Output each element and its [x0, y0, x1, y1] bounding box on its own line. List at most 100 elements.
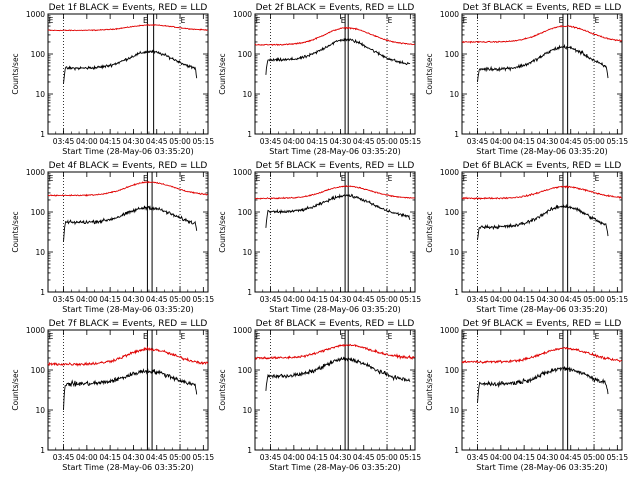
series-lld	[47, 23, 208, 32]
panel-title: Det 4f BLACK = Events, RED = LLD	[49, 161, 208, 171]
e-marker-label: E	[256, 16, 261, 25]
y-tick-label: 1	[247, 446, 252, 455]
y-axis-label: Counts/sec	[425, 211, 434, 252]
x-tick-label: 05:00	[583, 137, 605, 146]
x-tick-label: 04:45	[560, 137, 582, 146]
x-tick-label: 04:15	[99, 137, 121, 146]
e-marker-label: E	[388, 332, 393, 341]
x-tick-label: 04:30	[537, 137, 559, 146]
x-tick-label: 05:15	[400, 137, 422, 146]
x-tick-label: 04:15	[306, 453, 328, 462]
x-axis-label: Start Time (28-May-06 03:35:20)	[62, 305, 193, 314]
e-marker: E	[256, 16, 261, 25]
panel-det-1: Det 1f BLACK = Events, RED = LLD 1 10 100 10…	[11, 3, 214, 156]
y-tick-label: 1	[454, 446, 459, 455]
e-marker: E	[559, 332, 564, 341]
x-tick-label: 05:00	[376, 137, 398, 146]
e-marker: E	[256, 174, 261, 183]
series-lld	[461, 347, 622, 365]
y-tick-label: 100	[31, 208, 46, 217]
x-axis-label: Start Time (28-May-06 03:35:20)	[62, 147, 193, 156]
e-marker: E	[49, 332, 54, 341]
e-marker: E	[388, 332, 393, 341]
e-marker-label: E	[49, 16, 54, 25]
e-marker: E	[181, 16, 186, 25]
panel-title: Det 5f BLACK = Events, RED = LLD	[256, 161, 415, 171]
y-tick-label: 1000	[26, 10, 45, 19]
x-tick-label: 05:15	[607, 453, 629, 462]
panel-title: Det 2f BLACK = Events, RED = LLD	[256, 3, 415, 13]
e-marker-label: E	[256, 332, 261, 341]
e-marker: E	[49, 16, 54, 25]
x-tick-label: 04:45	[353, 453, 375, 462]
x-tick-label: 04:30	[330, 137, 352, 146]
e-marker-label: E	[181, 174, 186, 183]
y-tick-label: 10	[35, 406, 45, 415]
e-marker: E	[595, 16, 600, 25]
y-tick-label: 1	[40, 446, 45, 455]
x-tick-label: 03:45	[260, 453, 282, 462]
x-tick-label: 04:45	[560, 453, 582, 462]
y-tick-label: 1000	[26, 168, 45, 177]
panel-det-8: Det 8f BLACK = Events, RED = LLD 1 10 100 10…	[218, 319, 421, 472]
e-marker: E	[463, 16, 468, 25]
x-tick-label: 05:00	[583, 295, 605, 304]
series-events	[63, 49, 198, 84]
x-tick-label: 04:45	[560, 295, 582, 304]
e-marker-label: E	[388, 174, 393, 183]
plot-frame	[47, 171, 209, 293]
y-tick-label: 1	[40, 288, 45, 297]
e-marker: E	[256, 332, 261, 341]
x-tick-label: 04:15	[306, 295, 328, 304]
e-marker: E	[463, 332, 468, 341]
e-marker-label: E	[143, 16, 148, 25]
x-tick-label: 05:15	[607, 137, 629, 146]
y-axis-label: Counts/sec	[11, 53, 20, 94]
panel-det-3: Det 3f BLACK = Events, RED = LLD 1 10 100 10…	[425, 3, 628, 156]
panel-title: Det 7f BLACK = Events, RED = LLD	[49, 319, 208, 329]
y-tick-label: 1000	[233, 168, 252, 177]
e-marker-label: E	[559, 332, 564, 341]
y-tick-label: 100	[445, 208, 460, 217]
x-tick-label: 04:45	[353, 295, 375, 304]
x-tick-label: 05:00	[169, 295, 191, 304]
x-tick-label: 04:30	[330, 295, 352, 304]
e-marker: E	[388, 16, 393, 25]
e-marker-label: E	[49, 332, 54, 341]
x-tick-label: 04:15	[513, 295, 535, 304]
plot-frame	[461, 329, 623, 451]
series-lld	[254, 343, 415, 361]
panel-title: Det 6f BLACK = Events, RED = LLD	[463, 161, 622, 171]
x-tick-label: 04:45	[353, 137, 375, 146]
x-tick-label: 04:00	[76, 453, 98, 462]
panel-det-9: Det 9f BLACK = Events, RED = LLD 1 10 100 10…	[425, 319, 628, 472]
e-marker: E	[49, 174, 54, 183]
x-tick-label: 04:00	[283, 137, 305, 146]
x-tick-label: 05:00	[376, 295, 398, 304]
y-tick-label: 1000	[440, 326, 459, 335]
y-axis-label: Counts/sec	[11, 211, 20, 252]
x-tick-label: 04:45	[146, 137, 168, 146]
e-marker: E	[463, 174, 468, 183]
x-tick-label: 05:15	[193, 137, 215, 146]
series-lld	[461, 185, 623, 200]
y-tick-label: 1000	[233, 326, 252, 335]
y-tick-label: 1	[247, 130, 252, 139]
e-marker: E	[341, 174, 346, 183]
e-marker: E	[181, 174, 186, 183]
series-events	[265, 193, 411, 228]
e-marker-label: E	[143, 332, 148, 341]
x-tick-label: 03:45	[53, 453, 75, 462]
x-tick-label: 04:15	[513, 453, 535, 462]
x-tick-label: 04:15	[99, 295, 121, 304]
x-tick-label: 03:45	[467, 295, 489, 304]
x-tick-label: 04:30	[537, 453, 559, 462]
x-tick-label: 05:15	[607, 295, 629, 304]
plot-frame	[461, 13, 623, 135]
panel-det-7: Det 7f BLACK = Events, RED = LLD 1 10 100 10…	[11, 319, 214, 472]
x-tick-label: 03:45	[260, 295, 282, 304]
y-tick-label: 1000	[233, 10, 252, 19]
y-tick-label: 100	[445, 366, 460, 375]
y-tick-label: 10	[35, 248, 45, 257]
